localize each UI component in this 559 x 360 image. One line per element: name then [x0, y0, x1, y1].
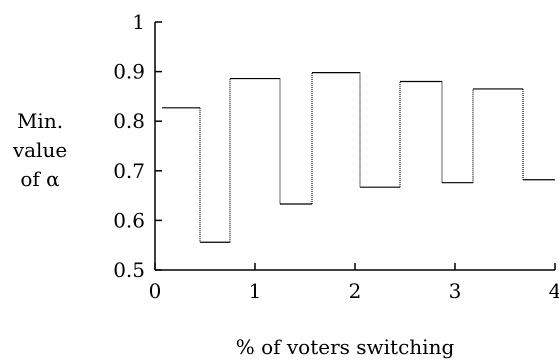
y-axis-title-line-2: value [12, 138, 67, 162]
y-tick-label: 0.5 [113, 258, 145, 282]
y-axis-title-line-1: Min. [17, 109, 63, 133]
y-tick-label: 0.7 [113, 159, 145, 183]
axis-labels: % of voters switching Min. value of α [12, 109, 455, 359]
x-tick-label: 1 [249, 279, 262, 303]
ticks: 0.5 0.6 0.7 0.8 0.9 1 0 1 2 3 4 [113, 10, 559, 303]
x-tick-label: 4 [549, 279, 559, 303]
x-tick-label: 0 [149, 279, 162, 303]
y-axis-title-line-3: of α [20, 167, 59, 191]
y-tick-label: 0.6 [113, 208, 145, 232]
y-tick-label: 1 [132, 10, 145, 34]
series-1 [162, 71, 555, 243]
y-tick-label: 0.8 [113, 109, 145, 133]
x-tick-label: 2 [349, 279, 362, 303]
x-axis-title: % of voters switching [236, 335, 455, 359]
y-tick-label: 0.9 [113, 60, 145, 84]
x-tick-label: 3 [449, 279, 462, 303]
axes [154, 22, 555, 271]
